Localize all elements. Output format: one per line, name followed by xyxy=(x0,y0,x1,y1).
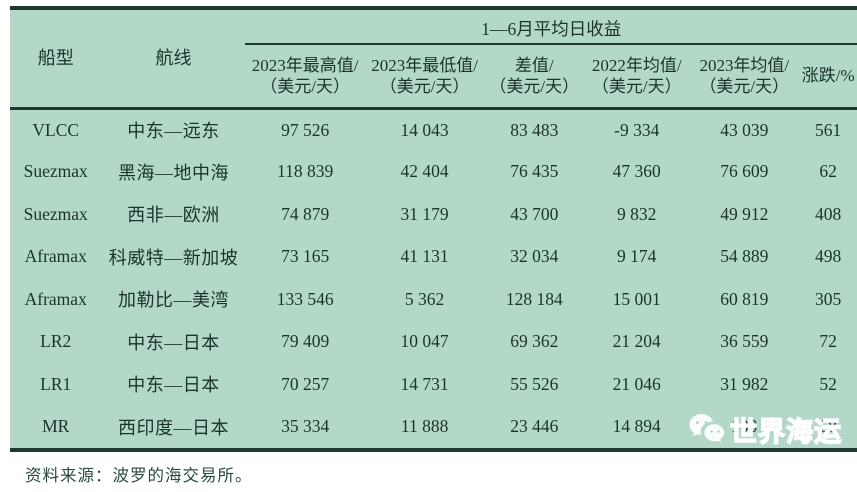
cell-route: 黑海—地中海 xyxy=(117,162,229,183)
cell-2023-avg: 36 559 xyxy=(720,331,769,352)
source-note: 资料来源：波罗的海交易所。 xyxy=(25,466,253,485)
column-header-difference: 差值/ （美元/天） xyxy=(484,44,585,110)
cell-2023-high: 118 839 xyxy=(277,161,334,182)
column-header-2023-avg: 2023年均值/ （美元/天） xyxy=(689,44,800,110)
cell-change-pct: 408 xyxy=(815,203,842,224)
cell-change-pct: 498 xyxy=(815,246,842,267)
header-line-1: 差值/ xyxy=(514,55,554,75)
cell-2023-avg: 31 982 xyxy=(720,373,769,394)
cell-ship-type: LR1 xyxy=(40,373,72,394)
earnings-table-panel: 船型 航线 1—6月平均日收益 2023年最高值/ （美元/天） 2023年最低… xyxy=(10,6,857,452)
header-line-1: 2022年均值/ xyxy=(591,55,682,75)
cell-ship-type: Aframax xyxy=(24,246,87,267)
cell-2023-avg: 49 912 xyxy=(720,203,769,224)
header-line-2: （美元/天） xyxy=(591,76,682,96)
cell-difference: 83 483 xyxy=(510,119,559,140)
header-line-1: 2023年最低值/ xyxy=(371,55,478,75)
cell-difference: 76 435 xyxy=(510,161,559,182)
header-line-1: 涨跌/% xyxy=(801,66,855,86)
sub-header-row: 2023年最高值/ （美元/天） 2023年最低值/ （美元/天） 差值/ （美… xyxy=(10,44,857,110)
group-header-avg-daily-earnings: 1—6月平均日收益 xyxy=(245,10,857,45)
cell-2023-high: 97 526 xyxy=(281,119,330,140)
cell-difference: 43 700 xyxy=(510,203,559,224)
cell-2023-low: 5 362 xyxy=(404,288,445,309)
cell-2023-high: 79 409 xyxy=(281,331,330,352)
cell-2023-low: 11 888 xyxy=(400,416,449,437)
cell-2023-avg: 60 819 xyxy=(720,288,769,309)
column-header-ship: 船型 xyxy=(10,10,102,110)
cell-route: 西印度—日本 xyxy=(117,417,229,438)
cell-change-pct: 52 xyxy=(819,373,837,394)
cell-change-pct: 305 xyxy=(815,288,842,309)
cell-2023-low: 14 043 xyxy=(400,119,449,140)
cell-2023-high: 35 334 xyxy=(281,416,330,437)
cell-2022-avg: 9 832 xyxy=(617,203,657,224)
cell-2023-avg: 54 889 xyxy=(720,246,769,267)
cell-change-pct: 72 xyxy=(819,331,837,352)
cell-2022-avg: 47 360 xyxy=(612,161,661,182)
cell-2023-avg: 43 039 xyxy=(720,119,769,140)
cell-ship-type: MR xyxy=(42,416,70,437)
cell-difference: 32 034 xyxy=(510,246,559,267)
cell-ship-type: Suezmax xyxy=(23,203,88,224)
cell-2023-low: 14 731 xyxy=(400,373,449,394)
column-header-route: 航线 xyxy=(101,10,246,110)
table-row: LR2 中东—日本 79 409 10 047 69 362 21 204 36… xyxy=(10,321,857,364)
cell-change-pct: 62 xyxy=(819,161,837,182)
cell-change-pct: 68 xyxy=(819,416,837,437)
cell-2023-high: 73 165 xyxy=(281,246,330,267)
cell-difference: 69 362 xyxy=(510,331,559,352)
column-header-2022-avg: 2022年均值/ （美元/天） xyxy=(584,44,690,110)
cell-2023-low: 31 179 xyxy=(400,203,449,224)
cell-2023-avg: 100 xyxy=(731,416,758,437)
column-header-2023-high: 2023年最高值/ （美元/天） xyxy=(245,44,365,110)
cell-ship-type: Suezmax xyxy=(23,161,88,182)
table-row: Suezmax 黑海—地中海 118 839 42 404 76 435 47 … xyxy=(10,151,857,194)
group-header-row: 船型 航线 1—6月平均日收益 xyxy=(10,10,857,110)
cell-2022-avg: 14 894 xyxy=(612,416,661,437)
table-row: VLCC 中东—远东 97 526 14 043 83 483 -9 334 4… xyxy=(10,108,857,151)
table-row: Aframax 加勒比—美湾 133 546 5 362 128 184 15 … xyxy=(10,278,857,321)
cell-ship-type: VLCC xyxy=(32,119,80,140)
column-header-2023-low: 2023年最低值/ （美元/天） xyxy=(364,44,485,110)
cell-2023-low: 10 047 xyxy=(400,331,449,352)
cell-2023-high: 70 257 xyxy=(281,373,330,394)
cell-difference: 128 184 xyxy=(505,288,563,309)
cell-ship-type: Aframax xyxy=(24,288,87,309)
table-row: Aframax 科威特—新加坡 73 165 41 131 32 034 9 1… xyxy=(10,236,857,279)
cell-2022-avg: 15 001 xyxy=(612,288,661,309)
cell-route: 中东—日本 xyxy=(127,332,220,353)
cell-route: 中东—远东 xyxy=(127,121,220,141)
column-header-change-pct: 涨跌/% xyxy=(799,44,857,110)
cell-2022-avg: 21 046 xyxy=(612,373,661,394)
cell-route: 中东—日本 xyxy=(127,375,220,396)
header-line-2: （美元/天） xyxy=(489,76,580,96)
cell-change-pct: 561 xyxy=(815,119,842,140)
cell-2023-low: 41 131 xyxy=(400,246,449,267)
table-row: LR1 中东—日本 70 257 14 731 55 526 21 046 31… xyxy=(10,363,857,406)
table-row: Suezmax 西非—欧洲 74 879 31 179 43 700 9 832… xyxy=(10,193,857,236)
header-line-1: 2023年均值/ xyxy=(699,55,790,75)
header-line-2: （美元/天） xyxy=(379,76,470,96)
header-line-2: （美元/天） xyxy=(260,76,351,96)
table-row: MR 西印度—日本 35 334 11 888 23 446 14 894 10… xyxy=(10,406,857,449)
cell-ship-type: LR2 xyxy=(40,331,72,352)
cell-2022-avg: -9 334 xyxy=(614,119,660,140)
header-line-2: （美元/天） xyxy=(699,76,790,96)
earnings-table: 船型 航线 1—6月平均日收益 2023年最高值/ （美元/天） 2023年最低… xyxy=(10,10,857,448)
cell-route: 科威特—新加坡 xyxy=(108,247,239,268)
cell-2022-avg: 9 174 xyxy=(617,246,657,267)
cell-2022-avg: 21 204 xyxy=(612,331,661,352)
cell-2023-low: 42 404 xyxy=(400,161,449,182)
header-line-1: 2023年最高值/ xyxy=(251,55,359,75)
cell-difference: 55 526 xyxy=(510,373,559,394)
cell-2023-avg: 76 609 xyxy=(720,161,769,182)
cell-2023-high: 74 879 xyxy=(281,203,330,224)
cell-2023-high: 133 546 xyxy=(276,288,334,309)
cell-route: 加勒比—美湾 xyxy=(117,290,229,311)
cell-route: 西非—欧洲 xyxy=(127,205,220,226)
cell-difference: 23 446 xyxy=(510,416,559,437)
